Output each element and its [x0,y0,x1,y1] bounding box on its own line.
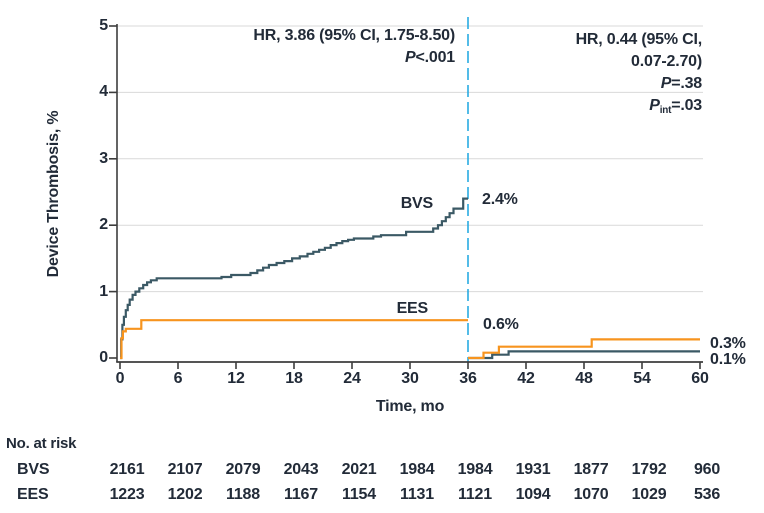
x-tick-label-0: 0 [115,370,125,387]
ees-curve-segment-2 [468,338,700,360]
hr-text-0-36: HR, 3.86 (95% CI, 1.75-8.50) [253,27,455,44]
p-value-0-36: P<.001 [405,49,455,66]
ees-60mo-value-label: 0.3% [710,335,746,352]
x-tick-label-30: 30 [401,370,419,387]
risk-row-label-ees: EES [17,486,49,503]
hr-text-36-60-line1: HR, 0.44 (95% CI, [575,31,703,48]
x-axis-title: Time, mo [375,398,445,415]
x-tick-label-48: 48 [575,370,593,387]
risk-value-ees-12: 1188 [226,486,260,503]
y-tick-label-4: 4 [99,83,108,101]
risk-table-header: No. at risk [6,435,77,452]
risk-value-bvs-54: 1792 [631,461,667,478]
risk-value-ees-18: 1167 [284,486,318,503]
risk-value-bvs-36: 1984 [457,461,493,478]
bvs-curve-segment-2 [468,350,700,360]
annotation-36-60mo: HR, 0.44 (95% CI, 0.07-2.70) P=.38 Pint=… [502,29,703,122]
x-tick-label-42: 42 [517,370,535,387]
risk-value-bvs-12: 2079 [225,461,261,478]
y-axis-title: Device Thrombosis, % [45,110,62,278]
risk-row-label-bvs: BVS [17,461,50,478]
bvs-60mo-value-label: 0.1% [710,351,746,368]
x-tick-label-36: 36 [459,370,477,387]
ees-curve-segment-1 [120,319,468,360]
risk-value-bvs-48: 1877 [573,461,609,478]
bvs-36mo-value-label: 2.4% [482,191,518,208]
risk-value-bvs-0: 2161 [109,461,145,478]
risk-value-ees-36: 1121 [458,486,492,503]
risk-value-bvs-24: 2021 [341,461,377,478]
bvs-curve-label: BVS [400,195,434,212]
risk-value-ees-54: 1029 [631,486,667,503]
y-tick-label-5: 5 [99,17,108,34]
ees-curve-label: EES [396,300,429,317]
x-tick-label-6: 6 [173,370,183,387]
y-tick-label-2: 2 [99,216,108,234]
risk-value-ees-60: 536 [693,486,721,503]
x-tick-label-18: 18 [285,370,303,387]
risk-value-bvs-42: 1931 [515,461,551,478]
y-tick-label-1: 1 [99,282,108,300]
bvs-curve-segment-1 [120,197,468,360]
risk-value-bvs-30: 1984 [399,461,435,478]
y-tick-label-0: 0 [99,349,108,366]
x-tick-label-60: 60 [691,370,709,387]
p-value-36-60: P=.38 [660,75,702,92]
x-tick-label-12: 12 [227,370,245,387]
risk-value-ees-30: 1131 [400,486,434,503]
risk-value-ees-48: 1070 [573,486,609,503]
risk-value-bvs-60: 960 [693,461,721,478]
risk-value-bvs-6: 2107 [167,461,203,478]
annotation-0-36mo: HR, 3.86 (95% CI, 1.75-8.50) P<.001 [155,25,455,69]
y-tick-label-3: 3 [99,149,108,167]
risk-value-ees-42: 1094 [515,486,551,503]
p-interaction-value: Pint=.03 [649,97,702,116]
ees-36mo-value-label: 0.6% [483,316,519,333]
hr-text-36-60-line2: 0.07-2.70) [631,53,702,70]
risk-value-bvs-18: 2043 [283,461,319,478]
risk-value-ees-0: 1223 [109,486,145,503]
risk-value-ees-6: 1202 [167,486,203,503]
x-tick-label-54: 54 [633,370,651,387]
x-tick-label-24: 24 [343,370,361,387]
risk-value-ees-24: 1154 [342,486,376,503]
